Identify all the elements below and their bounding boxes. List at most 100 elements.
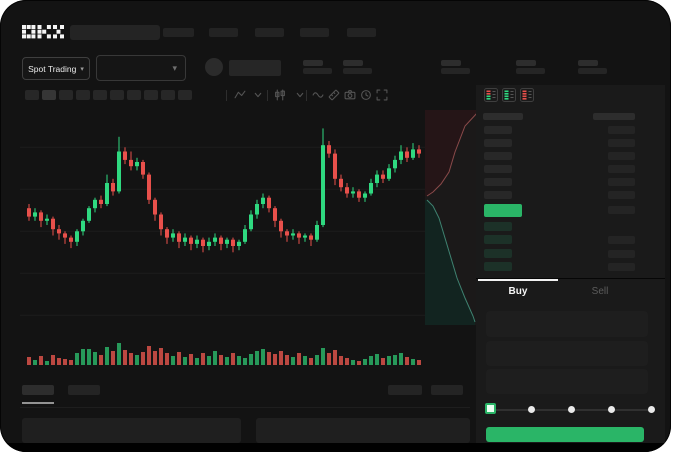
okx-logo[interactable]: [22, 25, 64, 39]
volume-bar: [147, 346, 151, 365]
stat-value-placeholder: [441, 68, 470, 74]
order-price-field[interactable]: [486, 311, 648, 337]
timeframe-button[interactable]: [59, 90, 73, 100]
nav-item-placeholder[interactable]: [300, 28, 329, 37]
candle-body: [51, 218, 55, 230]
volume-bar: [51, 355, 55, 365]
clock-icon[interactable]: [360, 89, 372, 101]
candle-wick: [304, 233, 306, 242]
volume-bar: [219, 355, 223, 365]
ask-amount-placeholder: [608, 126, 635, 134]
book-asks-icon[interactable]: [520, 88, 534, 102]
candle-body: [333, 153, 337, 179]
nav-search-placeholder[interactable]: [70, 25, 160, 40]
line-style-icon[interactable]: [234, 89, 246, 101]
price-chart[interactable]: [20, 110, 425, 375]
depth-chart[interactable]: [425, 110, 478, 325]
timeframe-button[interactable]: [110, 90, 124, 100]
candle-body: [291, 233, 295, 236]
slider-handle[interactable]: [485, 403, 496, 414]
slider-step-dot[interactable]: [608, 406, 615, 413]
timeframe-button[interactable]: [127, 90, 141, 100]
candle-body: [369, 183, 373, 194]
buy-submit-button[interactable]: [486, 427, 644, 442]
bottom-action-placeholder[interactable]: [388, 385, 422, 395]
candle-body: [153, 199, 157, 215]
nav-item-placeholder[interactable]: [209, 28, 238, 37]
candle-body: [171, 233, 175, 238]
candle-style-icon[interactable]: [274, 89, 286, 101]
nav-item-placeholder[interactable]: [255, 28, 284, 37]
bid-price-placeholder: [484, 249, 512, 258]
book-combined-icon[interactable]: [484, 88, 498, 102]
slider-step-dot[interactable]: [528, 406, 535, 413]
bottom-action-placeholder[interactable]: [431, 385, 463, 395]
volume-bar: [135, 355, 139, 365]
ask-amount-placeholder: [608, 139, 635, 147]
volume-bar: [141, 352, 145, 365]
bid-amount-placeholder: [608, 236, 635, 244]
volume-bar: [171, 356, 175, 365]
candle-body: [267, 197, 271, 209]
coin-avatar: [205, 58, 223, 76]
caret-down-icon[interactable]: [294, 89, 306, 101]
candle-body: [81, 220, 85, 232]
pair-search-dropdown[interactable]: ▾: [96, 55, 186, 81]
slider-step-dot[interactable]: [648, 406, 655, 413]
timeframe-button[interactable]: [93, 90, 107, 100]
volume-bar: [405, 357, 409, 365]
tab-sell[interactable]: Sell: [591, 286, 609, 297]
slider-step-dot[interactable]: [568, 406, 575, 413]
volume-bar: [369, 356, 373, 365]
volume-bar: [123, 350, 127, 365]
ruler-icon[interactable]: [328, 89, 340, 101]
ob-amount-header-placeholder: [593, 113, 635, 120]
bottom-tab-open-orders[interactable]: [22, 385, 54, 395]
timeframe-button[interactable]: [144, 90, 158, 100]
candle-body: [285, 231, 289, 236]
wave-indicator-icon[interactable]: [312, 89, 324, 101]
volume-bar: [33, 360, 37, 365]
volume-bar: [327, 353, 331, 365]
book-bids-icon[interactable]: [502, 88, 516, 102]
camera-icon[interactable]: [344, 89, 356, 101]
order-amount-field[interactable]: [486, 341, 648, 366]
candle-body: [219, 237, 223, 244]
nav-item-placeholder[interactable]: [163, 28, 194, 37]
candle-body: [75, 231, 79, 242]
candle-body: [417, 149, 421, 154]
candle-body: [387, 168, 391, 179]
timeframe-button[interactable]: [178, 90, 192, 100]
candle-body: [309, 235, 313, 240]
last-price-highlight: [484, 204, 522, 217]
volume-bar: [339, 356, 343, 365]
caret-down-icon: ▾: [172, 63, 177, 73]
divider: [20, 407, 470, 408]
bottom-tab-order-history[interactable]: [68, 385, 100, 395]
candle-body: [147, 174, 151, 200]
candle-body: [405, 151, 409, 158]
nav-item-placeholder[interactable]: [347, 28, 376, 37]
fullscreen-icon[interactable]: [376, 89, 388, 101]
timeframe-button[interactable]: [76, 90, 90, 100]
candle-body: [327, 145, 331, 154]
volume-bar: [57, 358, 61, 365]
candle-body: [213, 237, 217, 242]
volume-bar: [249, 354, 253, 365]
timeframe-button[interactable]: [42, 90, 56, 100]
timeframe-button[interactable]: [161, 90, 175, 100]
timeframe-button[interactable]: [25, 90, 39, 100]
order-total-field[interactable]: [486, 369, 648, 394]
market-type-dropdown[interactable]: Spot Trading ▾: [22, 57, 90, 80]
stat-label-placeholder: [578, 60, 598, 66]
caret-down-icon[interactable]: [252, 89, 264, 101]
volume-bar: [333, 350, 337, 365]
volume-bar: [45, 361, 49, 365]
candle-body: [273, 208, 277, 221]
ask-amount-placeholder: [608, 191, 635, 199]
candle-body: [57, 229, 61, 234]
candle-body: [399, 151, 403, 160]
volume-bar: [243, 358, 247, 365]
tab-buy[interactable]: Buy: [508, 286, 528, 297]
